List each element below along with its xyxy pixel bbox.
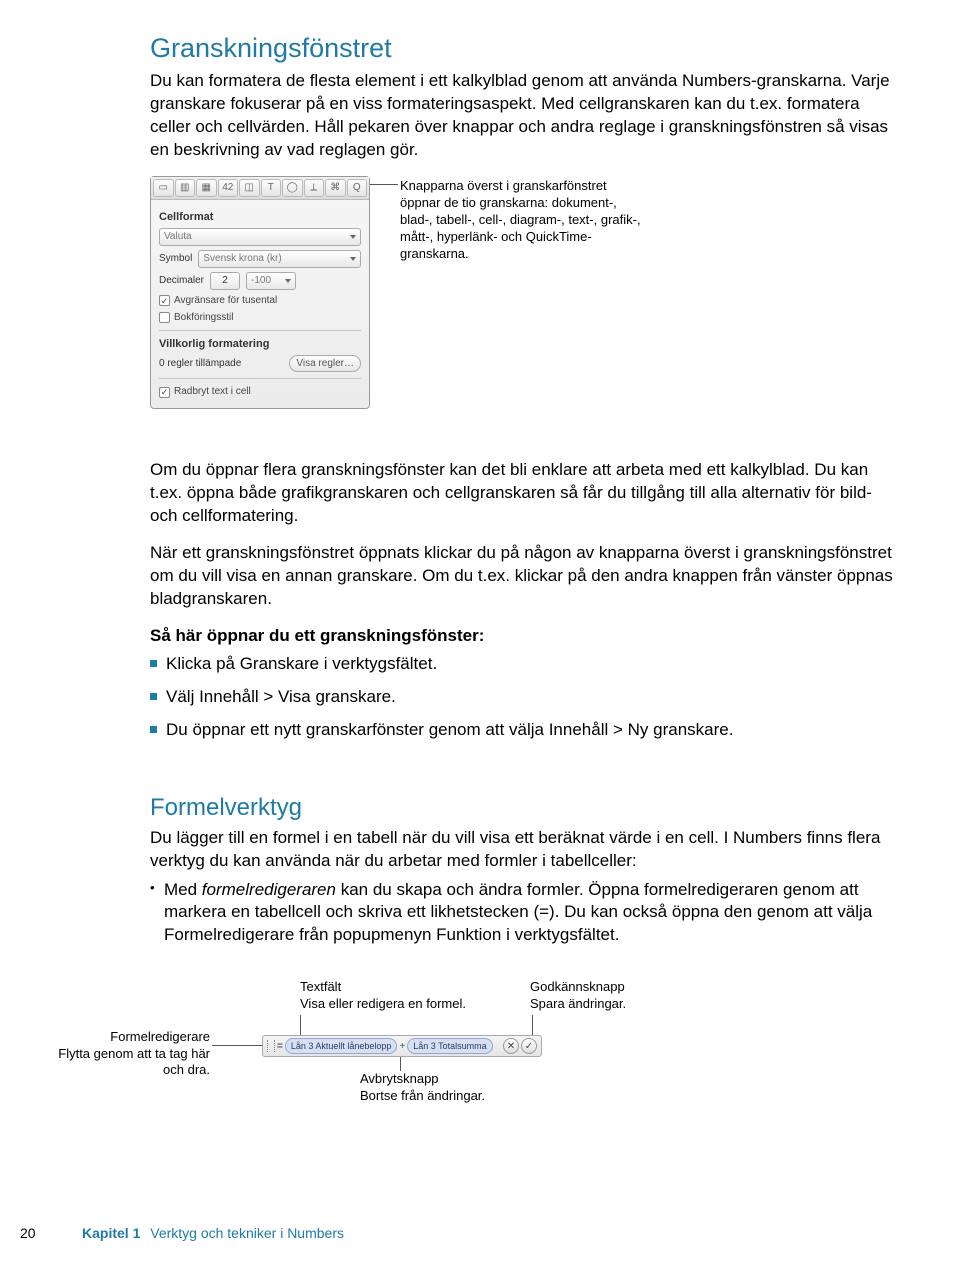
inspector-tab-text-icon[interactable]: T — [261, 179, 282, 197]
inspector-tab-doc-icon[interactable]: ▭ — [153, 179, 174, 197]
inspector-tab-sheet-icon[interactable]: ▥ — [175, 179, 196, 197]
format-select[interactable]: Valuta — [159, 228, 361, 246]
section2-p1: Du lägger till en formel i en tabell när… — [150, 827, 900, 873]
body-p3: När ett granskningsfönstret öppnats klic… — [150, 542, 900, 611]
chk-bokforing[interactable]: Bokföringsstil — [159, 311, 361, 325]
label-cellformat: Cellformat — [159, 210, 361, 225]
list-item: Klicka på Granskare i verktygsfältet. — [150, 653, 900, 676]
list-item: Med formelredigeraren kan du skapa och ä… — [150, 879, 900, 948]
label-textfalt: Textfält Visa eller redigera en formel. — [300, 979, 466, 1012]
label-regler: 0 regler tillämpade — [159, 357, 241, 371]
label-formelredigerare: Formelredigerare Flytta genom att ta tag… — [40, 1029, 210, 1078]
inspector-tab-chart-icon[interactable]: ◫ — [239, 179, 260, 197]
heading-formelverktyg: Formelverktyg — [150, 792, 900, 824]
inspector-tab-metrics-icon[interactable]: ⟂ — [304, 179, 325, 197]
formula-bar: = Lån 3 Aktuellt lånebelopp + Lån 3 Tota… — [262, 1035, 542, 1057]
accept-button[interactable]: ✓ — [521, 1038, 537, 1054]
plus-operator: + — [399, 1040, 405, 1054]
inspector-panel: ▭ ▥ ▦ 42 ◫ T ◯ ⟂ ⌘ Q Cellformat Valuta S… — [150, 176, 370, 409]
inspector-tab-qt-icon[interactable]: Q — [347, 179, 368, 197]
formula-token[interactable]: Lån 3 Aktuellt lånebelopp — [285, 1038, 398, 1054]
symbol-select[interactable]: Svensk krona (kr) — [198, 250, 361, 268]
formula-figure: Textfält Visa eller redigera en formel. … — [100, 973, 900, 1123]
label-godkann: Godkännsknapp Spara ändringar. — [530, 979, 626, 1012]
decimaler-stepper[interactable]: 2 — [210, 272, 240, 290]
heading-granskningsfonstret: Granskningsfönstret — [150, 30, 900, 66]
label-decimaler: Decimaler — [159, 274, 204, 288]
drag-handle-icon[interactable] — [267, 1040, 275, 1052]
label-symbol: Symbol — [159, 252, 192, 266]
inspector-tab-graphic-icon[interactable]: ◯ — [282, 179, 303, 197]
inspector-callout: Knapparna överst i granskarfönstret öppn… — [400, 178, 650, 409]
chk-tusental[interactable]: ✓Avgränsare för tusental — [159, 294, 361, 308]
label-villkorlig: Villkorlig formatering — [159, 337, 361, 352]
visa-regler-button[interactable]: Visa regler… — [289, 355, 361, 373]
howto-heading: Så här öppnar du ett granskningsfönster: — [150, 626, 484, 645]
formula-token[interactable]: Lån 3 Totalsumma — [407, 1038, 492, 1054]
list-item: Välj Innehåll > Visa granskare. — [150, 686, 900, 709]
inspector-tab-link-icon[interactable]: ⌘ — [325, 179, 346, 197]
negative-select[interactable]: -100 — [246, 272, 296, 290]
equals-icon: = — [277, 1040, 283, 1054]
page-footer: 20 Kapitel 1 Verktyg och tekniker i Numb… — [0, 1224, 960, 1243]
intro-paragraph: Du kan formatera de flesta element i ett… — [150, 70, 900, 162]
footer-chapter: Kapitel 1 — [82, 1225, 140, 1241]
label-avbryt: Avbrytsknapp Bortse från ändringar. — [360, 1071, 485, 1104]
page-number: 20 — [20, 1224, 50, 1243]
footer-chapter-title: Verktyg och tekniker i Numbers — [150, 1225, 344, 1241]
inspector-tab-table-icon[interactable]: ▦ — [196, 179, 217, 197]
chk-radbryt[interactable]: ✓Radbryt text i cell — [159, 385, 361, 399]
list-item: Du öppnar ett nytt granskarfönster genom… — [150, 719, 900, 742]
inspector-figure: ▭ ▥ ▦ 42 ◫ T ◯ ⟂ ⌘ Q Cellformat Valuta S… — [150, 176, 900, 409]
inspector-tabs: ▭ ▥ ▦ 42 ◫ T ◯ ⟂ ⌘ Q — [151, 177, 369, 200]
cancel-button[interactable]: ✕ — [503, 1038, 519, 1054]
howto-list: Klicka på Granskare i verktygsfältet. Vä… — [150, 653, 900, 742]
inspector-tab-cell-icon[interactable]: 42 — [218, 179, 239, 197]
body-p2: Om du öppnar flera granskningsfönster ka… — [150, 459, 900, 528]
